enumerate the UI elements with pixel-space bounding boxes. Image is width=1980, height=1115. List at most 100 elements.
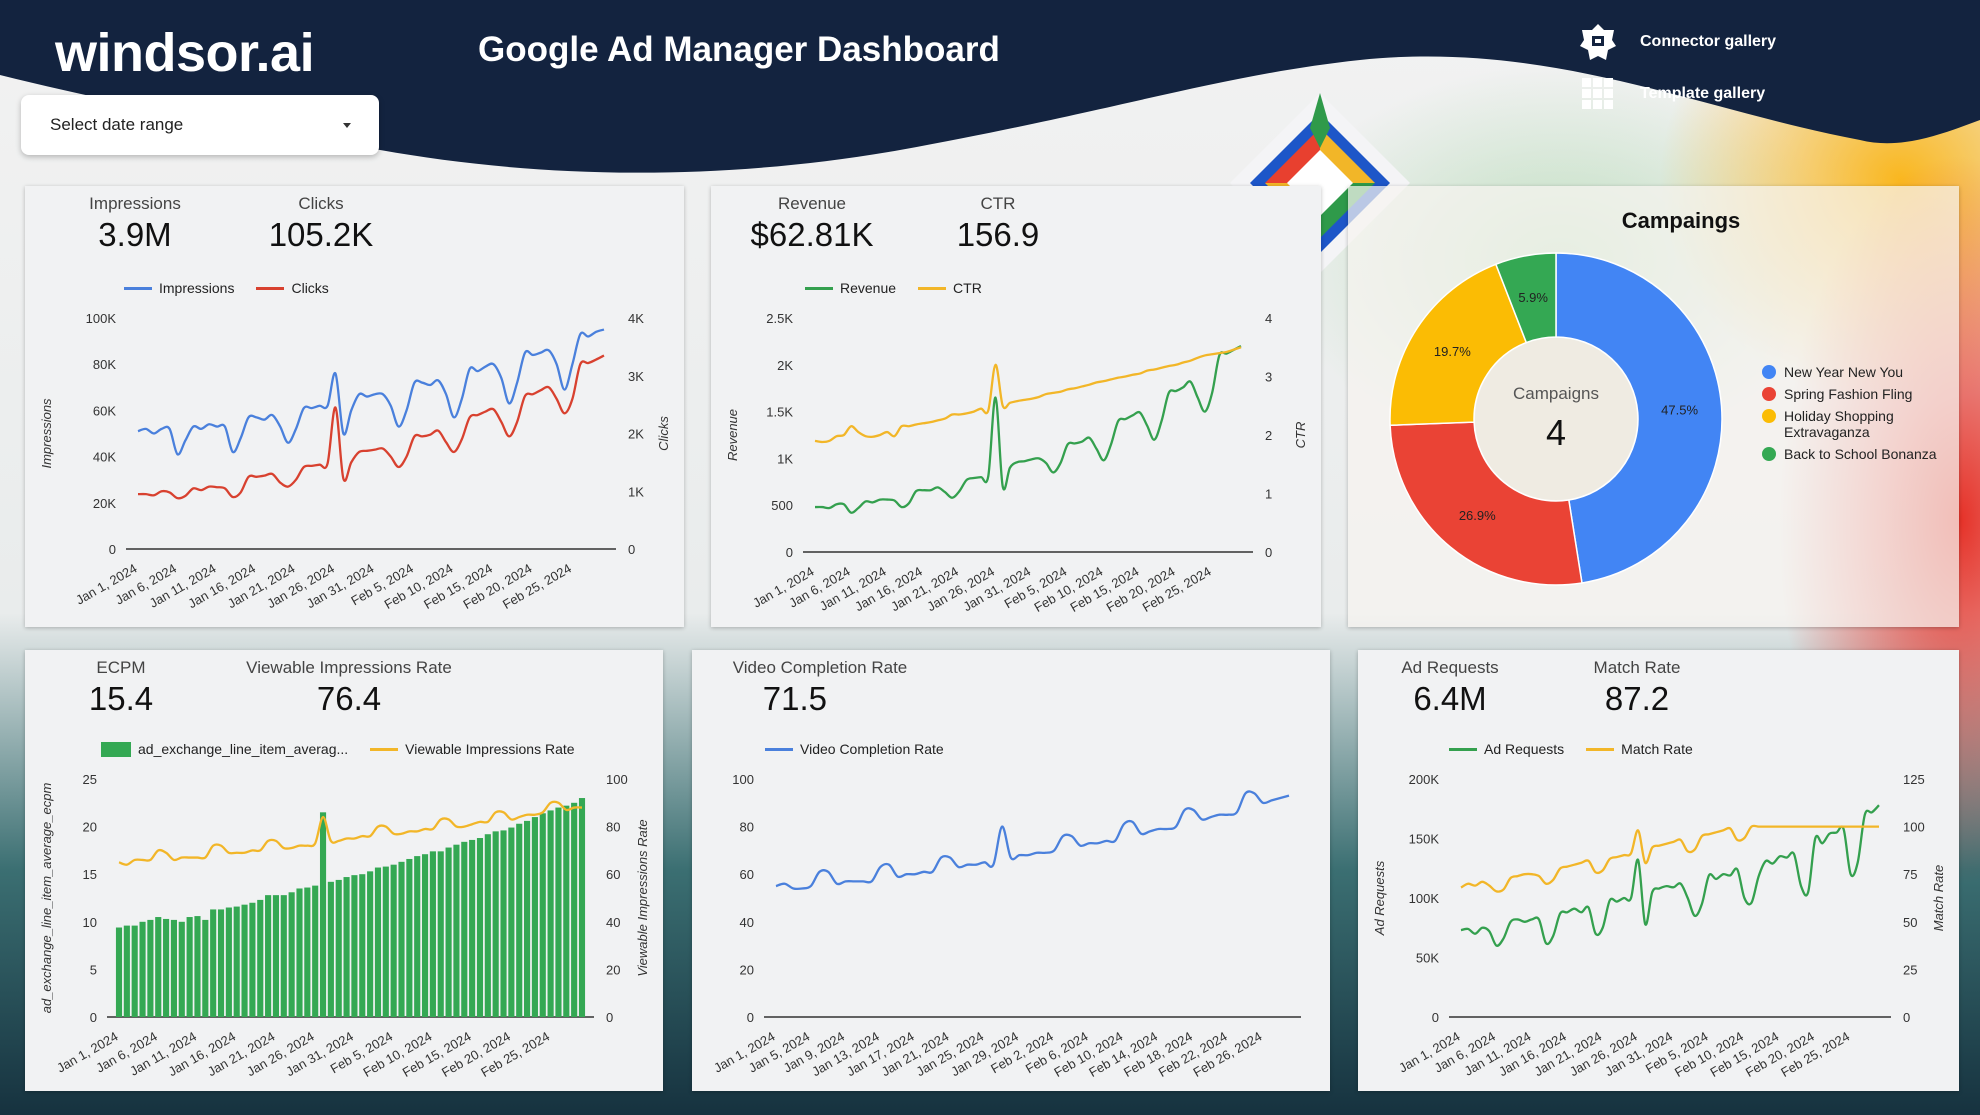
slice-label: 5.9% xyxy=(1518,290,1548,305)
bar xyxy=(202,919,209,1017)
bar xyxy=(296,888,303,1017)
bar xyxy=(578,798,586,1017)
legend-item[interactable]: Match Rate xyxy=(1586,741,1693,757)
right-axis-tick-label: 2K xyxy=(628,427,644,442)
left-axis-tick-label: 1.5K xyxy=(766,405,793,420)
left-axis-tick-label: 5 xyxy=(90,962,97,977)
bar xyxy=(398,861,405,1017)
revenue-ctr-card: Revenue $62.81K CTR 156.9 Revenue CTR 0 500… xyxy=(711,186,1321,627)
legend-dot xyxy=(1762,409,1776,423)
legend-item[interactable]: ad_exchange_line_item_averag... xyxy=(101,741,348,757)
kpi-label: Viewable Impressions Rate xyxy=(246,658,452,677)
legend-item[interactable]: Clicks xyxy=(256,280,329,296)
kpi-match-rate: Match Rate 87.2 xyxy=(1594,658,1681,718)
legend-item[interactable]: Revenue xyxy=(805,280,896,296)
impressions-clicks-card: Impressions 3.9M Clicks 105.2K Impressions… xyxy=(25,186,684,627)
slice-label: 26.9% xyxy=(1459,508,1496,523)
donut-slice xyxy=(1389,263,1528,427)
legend-swatch xyxy=(370,747,399,751)
legend-label: Spring Fashion Fling xyxy=(1784,386,1913,402)
legend-item[interactable]: Holiday Shopping Extravaganza xyxy=(1762,408,1912,440)
campaigns-donut-chart: 47.5% 26.9% 19.7% 5.9% Campaigns 4 xyxy=(1389,252,1723,586)
bar xyxy=(555,807,562,1017)
left-axis-tick-label: 20 xyxy=(740,962,754,977)
connector-gallery-label: Connector gallery xyxy=(1640,33,1777,50)
left-axis-tick-label: 0 xyxy=(90,1010,97,1025)
chart-legend: Video Completion Rate xyxy=(765,741,944,757)
bar xyxy=(516,823,523,1017)
ad-requests-match-rate-chart: 0 50K 100K 150K 200K Ad Requests 0 25 50 75 100 125… xyxy=(1372,772,1946,1080)
bar xyxy=(406,858,413,1017)
kpi-value: 15.4 xyxy=(88,680,154,717)
bar xyxy=(123,925,130,1017)
left-axis-tick-label: 100K xyxy=(1409,891,1440,906)
kpi-value: $62.81K xyxy=(750,216,874,253)
date-range-select[interactable]: Select date range xyxy=(21,95,379,155)
legend-swatch xyxy=(101,741,131,757)
bar xyxy=(484,834,491,1017)
legend-swatch xyxy=(256,286,285,290)
bar xyxy=(367,871,374,1017)
left-axis-tick-label: 100 xyxy=(732,772,754,787)
legend-item[interactable]: Impressions xyxy=(124,280,234,296)
bar xyxy=(351,875,358,1017)
bar xyxy=(186,917,193,1017)
left-axis-tick-label: 25 xyxy=(83,772,97,787)
legend-item[interactable]: Video Completion Rate xyxy=(765,741,944,757)
bar xyxy=(414,856,421,1017)
kpi-label: Revenue xyxy=(777,194,847,213)
legend-label: Revenue xyxy=(840,280,897,296)
series-line xyxy=(137,328,605,456)
legend-item[interactable]: Back to School Bonanza xyxy=(1762,446,1952,462)
bar xyxy=(280,895,287,1017)
kpi-value: 71.5 xyxy=(762,680,827,717)
left-axis-tick-label: 1K xyxy=(777,451,793,466)
bar xyxy=(500,830,507,1017)
right-axis-title: CTR xyxy=(1293,422,1308,449)
legend-item[interactable]: Ad Requests xyxy=(1449,741,1564,757)
right-axis-tick-label: 80 xyxy=(606,820,620,835)
kpi-clicks: Clicks 105.2K xyxy=(269,194,374,254)
right-axis-tick-label: 100 xyxy=(606,772,628,787)
bar xyxy=(547,810,554,1017)
kpi-label: Impressions xyxy=(89,194,181,213)
right-axis-tick-label: 0 xyxy=(1265,545,1272,560)
template-gallery-label: Template gallery xyxy=(1640,85,1766,102)
legend-item[interactable]: Spring Fashion Fling xyxy=(1762,386,1952,402)
left-axis-tick-label: 500 xyxy=(771,498,793,513)
connector-icon xyxy=(1578,22,1618,62)
series-line xyxy=(814,345,1242,514)
legend-label: ad_exchange_line_item_averag... xyxy=(138,741,349,757)
left-axis-tick-label: 60K xyxy=(93,403,116,418)
right-axis-tick-label: 75 xyxy=(1903,867,1917,882)
right-axis-tick-label: 60 xyxy=(606,867,620,882)
right-axis-tick-label: 40 xyxy=(606,915,620,930)
right-axis-title: Match Rate xyxy=(1931,865,1946,931)
ecpm-viewability-chart: 0 5 10 15 20 25 ad_exchange_line_item_average_… xyxy=(39,772,650,1080)
bar xyxy=(469,839,476,1017)
template-gallery-link[interactable]: Template gallery xyxy=(1578,74,1765,114)
left-axis-tick-label: 150K xyxy=(1409,832,1440,847)
bar xyxy=(155,917,162,1017)
left-axis-tick-label: 200K xyxy=(1409,772,1440,787)
legend-swatch xyxy=(124,286,152,290)
slice-label: 19.7% xyxy=(1434,344,1471,359)
legend-dot xyxy=(1762,447,1776,461)
right-axis-title: Viewable Impressions Rate xyxy=(635,819,650,976)
legend-item[interactable]: New Year New You xyxy=(1762,364,1952,380)
connector-gallery-link[interactable]: Connector gallery xyxy=(1578,22,1776,62)
ecpm-viewability-card: ECPM 15.4 Viewable Impressions Rate 76.4 a… xyxy=(25,650,663,1091)
bar xyxy=(249,902,256,1017)
left-axis-tick-label: 0 xyxy=(747,1010,754,1025)
bar xyxy=(304,887,311,1017)
kpi-ad-requests: Ad Requests 6.4M xyxy=(1401,658,1498,718)
header-wave-background xyxy=(0,0,1980,173)
bar xyxy=(288,892,295,1017)
left-axis-tick-label: 20K xyxy=(93,496,116,511)
legend-item[interactable]: Viewable Impressions Rate xyxy=(370,741,575,757)
campaigns-card: Campaings 47.5% 26.9% 19.7% 5.9% Campaigns 4 … xyxy=(1348,186,1959,627)
legend-label: Ad Requests xyxy=(1484,741,1565,757)
legend-item[interactable]: CTR xyxy=(918,280,982,296)
right-axis-tick-label: 0 xyxy=(606,1010,613,1025)
